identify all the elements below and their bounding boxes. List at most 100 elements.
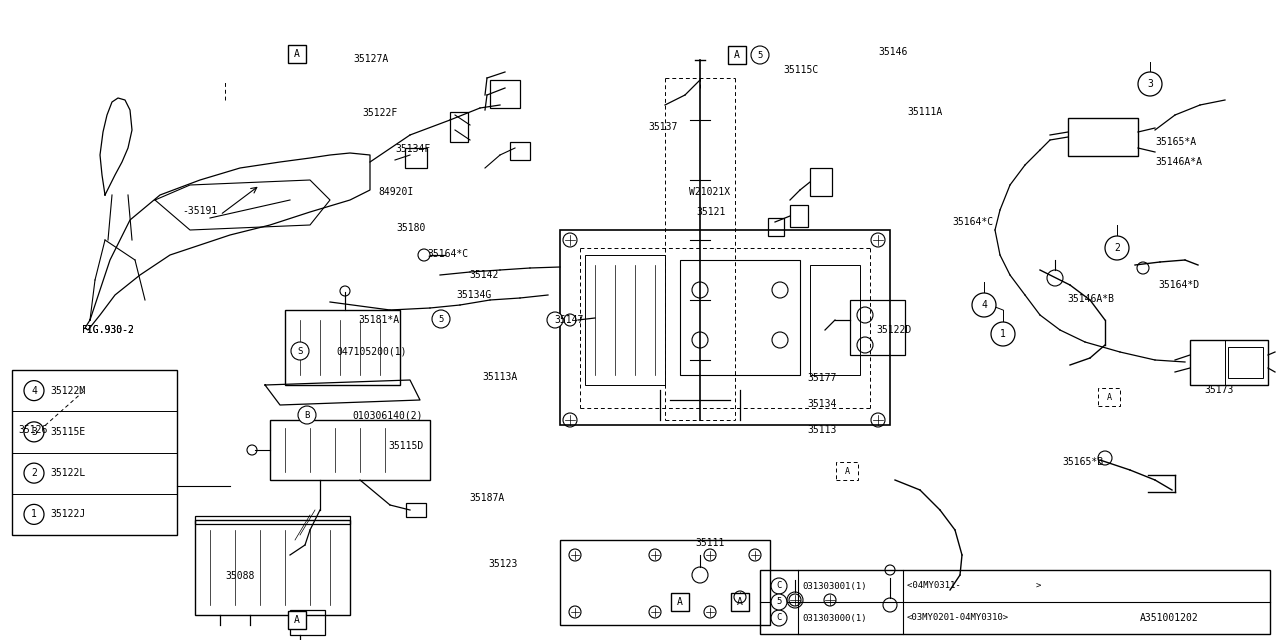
Text: S: S [297,346,302,355]
Text: A351001202: A351001202 [1140,613,1199,623]
Text: 2: 2 [31,468,37,478]
Text: 5: 5 [438,314,444,323]
Bar [561,230,890,425]
Text: 3: 3 [31,427,37,437]
Bar [195,516,349,524]
Text: 1: 1 [31,509,37,520]
Bar [1098,388,1120,406]
Text: 35127A: 35127A [353,54,388,64]
Text: A: A [294,49,300,59]
Text: 031303000(1): 031303000(1) [803,614,867,623]
Text: 35181*A: 35181*A [358,315,399,325]
Circle shape [771,610,787,626]
Text: 35164*D: 35164*D [1158,280,1199,290]
Text: A: A [733,50,740,60]
Text: 35115D: 35115D [388,441,424,451]
Text: 35147: 35147 [554,315,584,325]
Circle shape [24,422,44,442]
Bar [288,611,306,629]
Text: 35122M: 35122M [50,386,86,396]
Text: 35113A: 35113A [483,372,517,382]
Text: 35113: 35113 [806,425,836,435]
Text: 35115E: 35115E [50,427,86,437]
Text: 3: 3 [1147,79,1153,89]
Circle shape [1105,236,1129,260]
Text: 4: 4 [980,300,987,310]
Text: 35126: 35126 [18,425,47,435]
Text: A: A [845,467,850,476]
Bar [836,462,858,480]
Bar [195,520,349,615]
Text: 4: 4 [31,386,37,396]
Bar [671,593,689,611]
Text: 35088: 35088 [225,571,255,581]
Bar [509,142,530,160]
Text: 35121: 35121 [696,207,726,217]
Text: 35134G: 35134G [456,290,492,300]
Bar [1190,340,1268,385]
Text: FIG.930-2: FIG.930-2 [82,325,134,335]
Circle shape [547,312,563,328]
Bar [850,300,905,355]
Text: 35165*A: 35165*A [1155,137,1196,147]
Text: 35122D: 35122D [876,325,911,335]
Bar [810,168,832,196]
Text: C: C [776,614,782,623]
Circle shape [291,342,308,360]
Text: 5: 5 [758,51,763,60]
Bar [760,570,1270,634]
Text: 35111A: 35111A [908,107,942,117]
Text: 35123: 35123 [488,559,517,569]
Bar [1068,118,1138,156]
Text: 35122J: 35122J [50,509,86,520]
Bar [288,45,306,63]
Text: A: A [677,597,684,607]
Bar [270,420,430,480]
Text: 047105200(1): 047105200(1) [335,346,407,356]
Text: 35122L: 35122L [50,468,86,478]
Text: 35134F: 35134F [396,144,430,154]
Text: FIG.930-2: FIG.930-2 [82,325,134,335]
Bar [406,503,426,517]
Circle shape [1138,72,1162,96]
Bar [285,310,399,385]
Text: 35111: 35111 [695,538,724,548]
Text: -35191: -35191 [182,206,218,216]
Text: 35142: 35142 [468,270,498,280]
Text: 35134: 35134 [806,399,836,409]
Text: 1: 1 [1000,329,1006,339]
Text: 35165*B: 35165*B [1062,457,1103,467]
Text: 35173: 35173 [1204,385,1234,395]
Circle shape [24,504,44,524]
Text: 2: 2 [1114,243,1120,253]
Text: B: B [305,410,310,419]
Circle shape [751,46,769,64]
Text: 84920I: 84920I [378,187,413,197]
Text: 031303001(1): 031303001(1) [803,582,867,591]
Text: 35146A*B: 35146A*B [1068,294,1114,304]
Bar [768,218,783,236]
Text: W21021X: W21021X [689,187,730,197]
Bar [728,46,746,64]
Circle shape [771,594,787,610]
Circle shape [24,381,44,401]
Text: 35180: 35180 [396,223,425,233]
Text: A: A [1106,392,1111,401]
Bar [561,540,771,625]
Bar [451,112,468,142]
Text: 35164*C: 35164*C [428,249,468,259]
Circle shape [991,322,1015,346]
Bar [585,255,666,385]
Bar [490,80,520,108]
Text: 010306140(2): 010306140(2) [352,410,422,420]
Text: 35122F: 35122F [362,108,397,118]
Text: C: C [776,582,782,591]
Bar [731,593,749,611]
Text: 35187A: 35187A [468,493,504,503]
Circle shape [972,293,996,317]
Text: 35146: 35146 [878,47,908,57]
Text: A: A [294,615,300,625]
Text: 35146A*A: 35146A*A [1155,157,1202,167]
Bar [404,148,428,168]
Bar [810,265,860,375]
